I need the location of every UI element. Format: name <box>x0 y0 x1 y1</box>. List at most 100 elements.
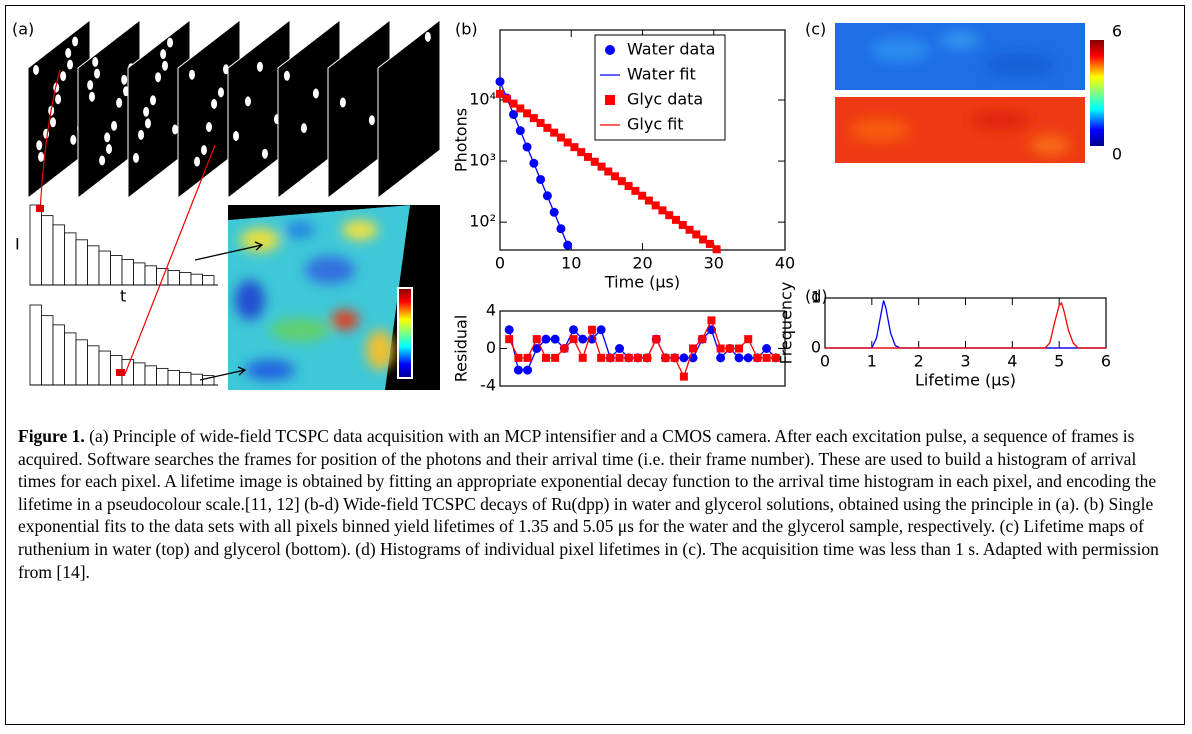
photon-spot <box>368 115 375 126</box>
x-tick-label: 20 <box>632 254 652 273</box>
data-point <box>725 344 734 353</box>
data-point <box>551 353 560 362</box>
data-point <box>569 335 578 344</box>
legend-label: Water data <box>627 40 715 59</box>
panel-c: (c) 6 0 <box>805 20 1122 164</box>
data-point <box>689 344 698 353</box>
y-tick-label: 0 <box>486 338 496 357</box>
data-point <box>771 353 780 362</box>
photon-spot <box>92 57 99 67</box>
series-line <box>825 300 1106 349</box>
data-point <box>652 335 661 344</box>
photon-spot <box>106 144 112 154</box>
photon-spot <box>167 37 174 48</box>
legend-marker <box>605 95 615 105</box>
photon-spot <box>116 97 123 108</box>
photon-spot <box>99 155 106 166</box>
data-point <box>679 353 689 363</box>
y-tick-label: 10² <box>469 212 496 231</box>
y-axis-label: Photons <box>452 108 471 172</box>
histogram-bar <box>64 232 77 286</box>
series-line <box>825 301 1106 349</box>
photon-spot <box>211 98 218 109</box>
data-point <box>513 365 523 375</box>
frame-stack <box>27 18 441 200</box>
histogram-bar <box>144 265 157 286</box>
caption-label: Figure 1. <box>18 426 85 446</box>
photon-spot <box>244 96 251 107</box>
photon-spot <box>188 69 195 80</box>
chart: 4 0 -4 Residual <box>452 301 786 395</box>
histogram-bar <box>98 250 111 286</box>
data-point <box>624 353 633 362</box>
data-point <box>643 353 652 362</box>
data-point <box>743 353 753 363</box>
legend-label: Water fit <box>627 65 696 84</box>
legend-box <box>594 34 726 141</box>
series-line <box>499 81 569 246</box>
photon-spot <box>160 49 167 60</box>
data-point <box>587 325 596 334</box>
photon-spot <box>55 94 62 105</box>
data-point <box>541 353 550 362</box>
x-tick-label: 5 <box>1054 352 1064 371</box>
photon-spot <box>143 106 150 117</box>
photon-spot <box>206 122 212 132</box>
x-axis-label: Time (µs) <box>604 273 680 292</box>
data-point <box>606 353 615 362</box>
photon-spot <box>65 48 72 58</box>
colorbar-label: 0 <box>1112 145 1122 164</box>
pixel-marker <box>36 205 44 212</box>
chart: (b) 0 10 20 30 40 10² 10³ 10⁴ Time (µs) Photons Wat… <box>452 20 796 292</box>
x-tick-label: 10 <box>561 254 581 273</box>
photon-spot <box>155 72 162 83</box>
panel-a: (a) I t <box>12 18 441 390</box>
histogram-bar <box>156 267 169 286</box>
photon-spot <box>36 140 43 151</box>
photon-spot <box>104 132 111 143</box>
photon-spot <box>283 70 290 81</box>
y-tick-label: 10⁴ <box>469 90 496 109</box>
histogram-bar <box>41 215 54 286</box>
arrow <box>199 366 247 381</box>
photon-spot <box>217 87 224 98</box>
photon-spot <box>161 60 168 71</box>
y-tick-label: -4 <box>480 376 496 395</box>
data-point <box>578 334 588 344</box>
x-tick-label: 1 <box>867 352 877 371</box>
photon-spot <box>424 31 431 42</box>
x-tick-label: 2 <box>914 352 924 371</box>
x-tick-label: 40 <box>775 254 795 273</box>
data-point <box>523 353 532 362</box>
panel-label: (c) <box>805 20 826 39</box>
legend-label: Glyc fit <box>627 115 684 134</box>
data-point <box>569 325 579 335</box>
photon-spot <box>94 68 101 79</box>
photon-spot <box>339 97 346 108</box>
photon-spot <box>72 36 79 47</box>
photon-spot <box>150 95 157 106</box>
photon-spot <box>33 65 39 75</box>
histogram-bar <box>167 370 180 386</box>
histogram-bar <box>190 273 203 286</box>
axis-label: t <box>120 287 126 306</box>
histogram-bar <box>110 255 123 286</box>
photon-spot <box>256 61 263 72</box>
photon-spot <box>144 118 151 129</box>
photon-spot <box>60 71 67 82</box>
data-point <box>596 325 606 335</box>
plot-frame <box>824 297 1107 349</box>
histogram-bar <box>167 270 180 286</box>
photon-spot <box>87 80 94 91</box>
data-point <box>541 334 551 344</box>
histogram-bar <box>179 272 192 286</box>
histogram-bar <box>144 365 157 386</box>
histograms <box>29 204 218 386</box>
photon-spot <box>300 123 307 134</box>
histogram-bar <box>29 204 42 286</box>
data-point <box>504 325 514 335</box>
panel-label: (b) <box>455 20 478 39</box>
figure-border <box>5 5 1185 725</box>
photon-spot <box>172 124 179 135</box>
